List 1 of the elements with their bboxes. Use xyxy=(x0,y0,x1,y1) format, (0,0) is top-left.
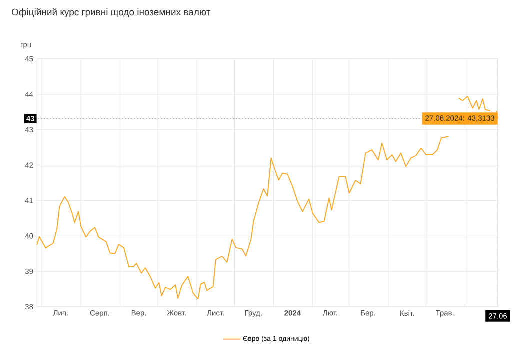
chart-title: Офіційний курс гривні щодо іноземних валют xyxy=(12,8,211,18)
